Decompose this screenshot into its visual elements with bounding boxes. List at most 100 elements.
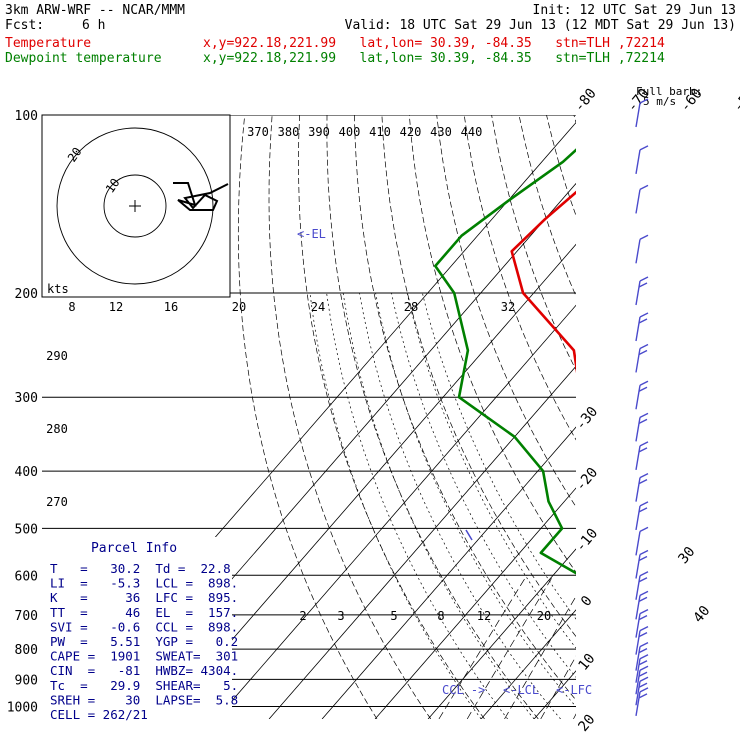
wind-barb-flag [639,184,649,191]
wind-barb-flag [638,671,648,677]
hodograph-ring [56,127,214,285]
wind-barb-flag [639,98,649,104]
wind-barb-flag [639,590,649,597]
parcel-info-row: CIN = -81 HWBZ= 4304. [50,663,238,678]
hodograph-speed-label: 24 [311,300,325,314]
dry-adiabat [601,115,740,719]
isotherm-label: -10 [573,526,602,556]
mixing-ratio-label: 2 [299,609,306,623]
parcel-marker [465,529,473,541]
wind-barb-flag [638,596,648,603]
wind-barb [635,385,641,410]
parcel-info-row: CAPE = 1901 SWEAT= 301 [50,649,238,664]
parcel-info-row: CELL = 262/21 [50,707,148,722]
parcel-info-row: K = 36 LFC = 895. [50,590,238,605]
parcel-info-row: Tc = 29.9 SHEAR= 5. [50,678,238,693]
moist-adiabat [406,292,576,649]
dry-adiabat [436,115,576,508]
isotherm-label: 40 [690,603,713,626]
wind-barb-flag [639,343,649,350]
dry-adiabat [237,115,378,719]
dewpoint-legend-label: Dewpoint temperature [5,51,162,66]
pressure-tick-label: 700 [15,609,38,624]
wind-barb-column [635,98,649,717]
wind-barb [635,417,641,442]
wind-barb-flag [639,609,649,615]
dry-adiabat [711,115,740,719]
dewpoint-curve [434,148,576,575]
pressure-tick-label: 800 [15,643,38,658]
theta-e-label: 380 [278,125,300,139]
theta-e-label: 410 [369,125,391,139]
wind-legend-title: Full barb: [636,85,702,98]
mixing-ratio-label: 12 [477,609,491,623]
isotherm-line [693,115,740,719]
mixing-ratio-line [617,575,694,719]
wind-barb-flag [639,665,649,671]
parcel-info-box: Parcel Info T = 30.2 Td = 22.8LI = -5.3 L… [42,537,238,722]
theta-e-label: 370 [247,125,269,139]
pressure-tick-label: 300 [15,391,38,406]
wind-barb [635,691,641,717]
isotherm-label: 20 [575,712,598,735]
pressure-tick-label: 400 [15,465,38,480]
mixing-ratio-line [466,575,554,719]
moist-adiabat [422,292,576,620]
wind-barb [635,149,641,174]
hodograph-trace [173,182,229,211]
temperature-location-info: x,y=922.18,221.99 lat,lon= 30.39, -84.35… [203,36,665,51]
pressure-tick-label: 200 [15,287,38,302]
wind-barb-flag [639,276,649,282]
dry-adiabat [573,115,576,124]
theta-e-label: 400 [339,125,361,139]
hodograph-speed-label: 12 [109,300,123,314]
isotherm-line [215,304,576,719]
wind-barb-flag [638,418,648,424]
wind-barb-flag [638,318,648,324]
wind-barb-flag [639,549,649,556]
isotherm-line [268,365,576,719]
wind-barb [635,613,641,638]
isotherm-label: -50 [730,86,740,116]
pressure-tick-label: 100 [15,109,38,124]
theta-e-label: 430 [430,125,452,139]
dry-adiabat-label: 290 [46,349,68,363]
wind-barb [635,531,641,556]
parcel-info-row: PW = 5.51 YGP = 0.2 [50,634,238,649]
wind-barb [635,102,641,128]
moist-adiabat [326,292,508,719]
wind-barb-flag [639,654,649,660]
wind-barb-flag [638,577,648,583]
theta-e-label: 420 [400,125,422,139]
theta-e-label: 390 [308,125,330,139]
level-markers: <-EL CCL -> <-LCL <-LFC [297,227,592,697]
hodograph-speed-label: 28 [404,300,418,314]
wind-barb [635,477,641,502]
parcel-info-row: T = 30.2 Td = 22.8 [50,561,231,576]
isotherm-line [321,426,576,719]
hodograph-speed-label: 32 [501,300,515,314]
wind-barb [635,630,641,655]
parcel-info-row: TT = 46 EL = 157. [50,605,238,620]
wind-barb-flag [638,682,648,688]
isotherm-label: 10 [575,651,598,674]
lcl-marker: <-LCL [503,683,539,697]
wind-barb-flag [639,526,649,533]
wind-barb [635,348,641,373]
wind-barb [635,554,641,579]
wind-barb [635,316,641,342]
ccl-marker: CCL -> [442,683,485,697]
dry-adiabat [381,115,576,638]
mixing-ratio-label: 20 [537,609,551,623]
isotherm-label: 30 [675,544,698,567]
el-marker: <-EL [297,227,326,241]
isotherm-label: -80 [571,86,600,116]
wind-legend-units: 5 m/s [643,95,676,108]
isotherm-label: -30 [573,404,602,434]
wind-barb [635,646,641,671]
isotherm-line [427,548,576,719]
wind-barb-flag [639,501,649,507]
moist-adiabat [375,292,576,708]
isotherm-line [480,609,576,719]
wind-barb-flag [639,473,649,479]
